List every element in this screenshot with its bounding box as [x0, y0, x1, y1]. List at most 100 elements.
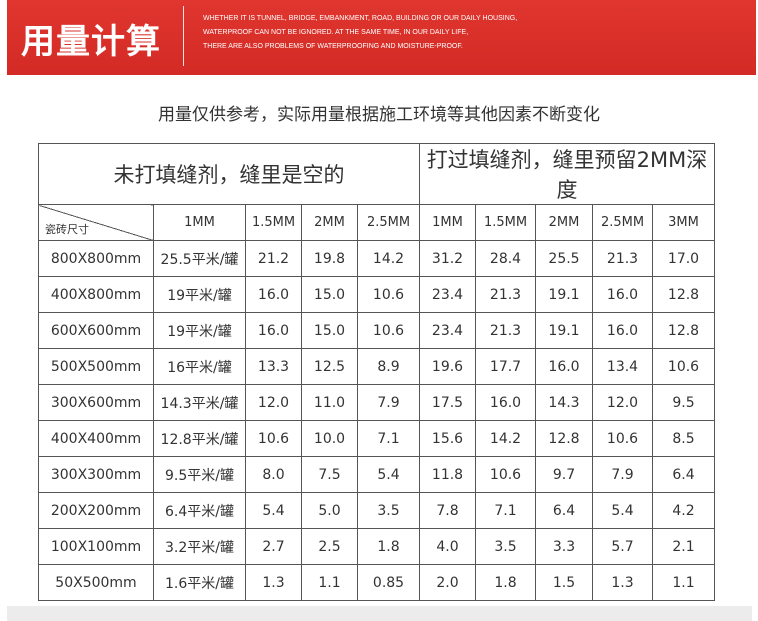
coverage-cell: 12.0 [592, 384, 653, 421]
coverage-cell: 16.0 [245, 312, 302, 349]
coverage-cell: 1.1 [652, 564, 715, 601]
coverage-cell: 3.5 [475, 528, 536, 565]
coverage-cell: 2.1 [652, 528, 715, 565]
coverage-cell: 1.5 [535, 564, 593, 601]
coverage-cell: 16平米/罐 [153, 348, 246, 385]
coverage-cell: 1.8 [357, 528, 420, 565]
tile-size-cell: 300X600mm [38, 384, 154, 421]
coverage-cell: 3.5 [357, 492, 420, 529]
coverage-cell: 6.4平米/罐 [153, 492, 246, 529]
coverage-cell: 19.1 [535, 276, 593, 313]
coverage-cell: 11.8 [419, 456, 476, 493]
coverage-cell: 12.5 [301, 348, 358, 385]
coverage-cell: 5.4 [245, 492, 302, 529]
table-body: 800X800mm 25.5平米/罐 21.2 19.8 14.2 31.2 28.4 25.… [38, 240, 715, 601]
coverage-cell: 12.8 [652, 312, 715, 349]
coverage-cell: 6.4 [652, 456, 715, 493]
table-row: 50X500mm 1.6平米/罐 1.3 1.1 0.85 2.0 1.8 1.5 1.3 1.1 [38, 564, 715, 601]
coverage-cell: 2.0 [419, 564, 476, 601]
coverage-cell: 8.5 [652, 420, 715, 457]
coverage-cell: 19.6 [419, 348, 476, 385]
coverage-cell: 8.9 [357, 348, 420, 385]
banner-divider [183, 6, 184, 66]
coverage-cell: 19平米/罐 [153, 312, 246, 349]
table-row: 100X100mm 3.2平米/罐 2.7 2.5 1.8 4.0 3.5 3.3 5.7 2.1 [38, 528, 715, 565]
coverage-cell: 14.2 [475, 420, 536, 457]
coverage-cell: 16.0 [592, 276, 653, 313]
coverage-cell: 19平米/罐 [153, 276, 246, 313]
banner-line: WATERPROOF CAN NOT BE IGNORED. AT THE SA… [203, 29, 469, 36]
header-banner: 用量计算 WHETHER IT IS TUNNEL, BRIDGE, EMBAN… [7, 0, 756, 75]
footer-strip [7, 606, 752, 621]
coverage-cell: 10.6 [357, 312, 420, 349]
coverage-cell: 12.0 [245, 384, 302, 421]
column-header: 2MM [301, 204, 358, 241]
coverage-cell: 13.3 [245, 348, 302, 385]
coverage-cell: 15.6 [419, 420, 476, 457]
coverage-cell: 2.7 [245, 528, 302, 565]
table-row: 600X600mm 19平米/罐 16.0 15.0 10.6 23.4 21.3 19.1 1… [38, 312, 715, 349]
coverage-cell: 7.1 [475, 492, 536, 529]
coverage-cell: 5.4 [357, 456, 420, 493]
column-header: 1MM [419, 204, 476, 241]
tile-size-cell: 300X300mm [38, 456, 154, 493]
banner-line: WHETHER IT IS TUNNEL, BRIDGE, EMBANKMENT… [203, 15, 518, 22]
group-header-unfilled: 未打填缝剂，缝里是空的 [38, 143, 420, 205]
coverage-cell: 23.4 [419, 276, 476, 313]
coverage-cell: 14.3 [535, 384, 593, 421]
coverage-cell: 7.9 [592, 456, 653, 493]
coverage-cell: 5.7 [592, 528, 653, 565]
coverage-cell: 4.0 [419, 528, 476, 565]
coverage-cell: 9.5 [652, 384, 715, 421]
coverage-cell: 16.0 [592, 312, 653, 349]
coverage-cell: 12.8 [652, 276, 715, 313]
coverage-cell: 4.2 [652, 492, 715, 529]
coverage-cell: 10.6 [245, 420, 302, 457]
coverage-cell: 1.8 [475, 564, 536, 601]
table-row: 300X600mm 14.3平米/罐 12.0 11.0 7.9 17.5 16.0 14.3… [38, 384, 715, 421]
banner-description: WHETHER IT IS TUNNEL, BRIDGE, EMBANKMENT… [203, 12, 623, 54]
coverage-cell: 14.2 [357, 240, 420, 277]
coverage-cell: 10.0 [301, 420, 358, 457]
coverage-cell: 21.2 [245, 240, 302, 277]
tile-size-cell: 50X500mm [38, 564, 154, 601]
banner-line: THERE ARE ALSO PROBLEMS OF WATERPROOFING… [203, 43, 463, 50]
table-row: 400X800mm 19平米/罐 16.0 15.0 10.6 23.4 21.3 19.1 1… [38, 276, 715, 313]
column-header: 2MM [535, 204, 593, 241]
column-header: 2.5MM [592, 204, 653, 241]
coverage-cell: 7.5 [301, 456, 358, 493]
coverage-cell: 7.1 [357, 420, 420, 457]
coverage-cell: 3.3 [535, 528, 593, 565]
tile-size-cell: 100X100mm [38, 528, 154, 565]
coverage-cell: 5.0 [301, 492, 358, 529]
coverage-cell: 17.0 [652, 240, 715, 277]
table-row: 800X800mm 25.5平米/罐 21.2 19.8 14.2 31.2 28.4 25.… [38, 240, 715, 277]
coverage-cell: 8.0 [245, 456, 302, 493]
coverage-cell: 21.3 [592, 240, 653, 277]
banner-title: 用量计算 [21, 22, 161, 62]
coverage-cell: 6.4 [535, 492, 593, 529]
coverage-cell: 9.7 [535, 456, 593, 493]
tile-size-cell: 600X600mm [38, 312, 154, 349]
coverage-cell: 10.6 [652, 348, 715, 385]
coverage-cell: 16.0 [535, 348, 593, 385]
coverage-cell: 10.6 [357, 276, 420, 313]
coverage-cell: 9.5平米/罐 [153, 456, 246, 493]
column-header: 1.5MM [475, 204, 536, 241]
usage-note: 用量仅供参考，实际用量根据施工环境等其他因素不断变化 [158, 105, 600, 125]
coverage-cell: 21.3 [475, 276, 536, 313]
coverage-cell: 3.2平米/罐 [153, 528, 246, 565]
coverage-cell: 19.8 [301, 240, 358, 277]
tile-size-cell: 400X400mm [38, 420, 154, 457]
coverage-cell: 16.0 [245, 276, 302, 313]
coverage-cell: 25.5 [535, 240, 593, 277]
column-header-row: 瓷砖尺寸 1MM 1.5MM 2MM 2.5MM 1MM 1.5MM 2MM 2.5MM 3MM [38, 204, 715, 241]
coverage-cell: 12.8平米/罐 [153, 420, 246, 457]
coverage-cell: 12.8 [535, 420, 593, 457]
coverage-cell: 17.7 [475, 348, 536, 385]
corner-label: 瓷砖尺寸 [45, 223, 89, 236]
tile-size-cell: 200X200mm [38, 492, 154, 529]
coverage-cell: 13.4 [592, 348, 653, 385]
table-row: 300X300mm 9.5平米/罐 8.0 7.5 5.4 11.8 10.6 9.7 7.9 6… [38, 456, 715, 493]
tile-size-cell: 400X800mm [38, 276, 154, 313]
